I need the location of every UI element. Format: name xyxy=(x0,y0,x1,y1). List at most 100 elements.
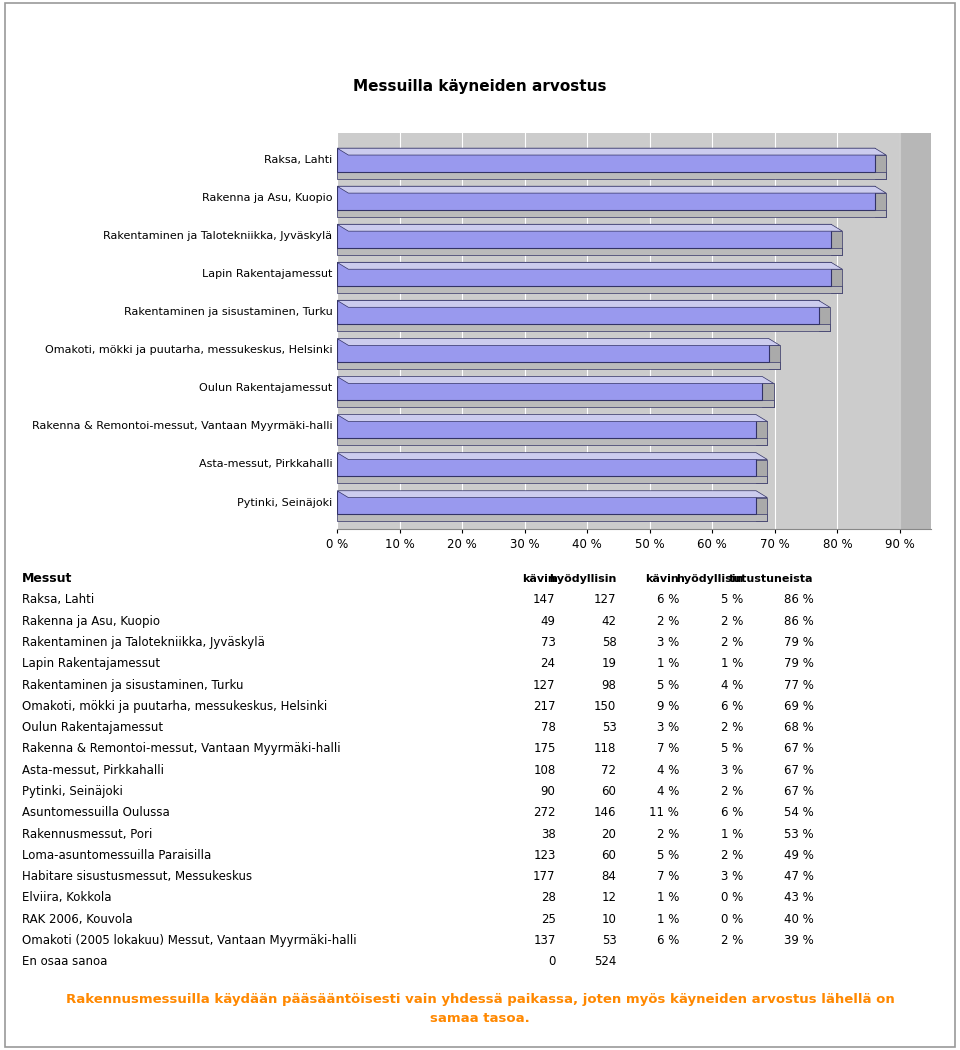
Bar xyxy=(337,453,756,477)
Bar xyxy=(337,248,843,255)
Text: 118: 118 xyxy=(594,742,616,755)
Text: 28: 28 xyxy=(540,891,556,904)
Text: 217: 217 xyxy=(533,700,556,713)
Text: tutustuneista: tutustuneista xyxy=(729,573,814,584)
Text: 60: 60 xyxy=(602,848,616,862)
Text: 6 %: 6 % xyxy=(721,806,744,819)
Text: Omakoti, mökki ja puutarha, messukeskus, Helsinki: Omakoti, mökki ja puutarha, messukeskus,… xyxy=(22,700,327,713)
Text: Lapin Rakentajamessut: Lapin Rakentajamessut xyxy=(202,269,332,279)
Polygon shape xyxy=(337,338,780,345)
Polygon shape xyxy=(337,262,843,269)
Text: 68 %: 68 % xyxy=(784,721,814,734)
Polygon shape xyxy=(337,148,886,155)
Text: 11 %: 11 % xyxy=(649,806,679,819)
Text: 2 %: 2 % xyxy=(721,848,744,862)
Text: kävin: kävin xyxy=(645,573,679,584)
Text: 20: 20 xyxy=(602,827,616,840)
Text: 7 %: 7 % xyxy=(657,870,679,883)
Text: 78: 78 xyxy=(540,721,556,734)
Bar xyxy=(337,377,762,400)
Bar xyxy=(337,338,769,362)
Text: 150: 150 xyxy=(594,700,616,713)
Text: 12: 12 xyxy=(601,891,616,904)
Text: 3 %: 3 % xyxy=(657,636,679,649)
Text: 9 %: 9 % xyxy=(657,700,679,713)
Text: 53: 53 xyxy=(602,721,616,734)
Bar xyxy=(337,400,774,407)
Bar xyxy=(337,148,875,172)
Text: 0 %: 0 % xyxy=(721,912,744,926)
Polygon shape xyxy=(337,490,767,498)
Text: Messuilla käyneiden arvostus: Messuilla käyneiden arvostus xyxy=(353,80,607,94)
Text: Oulun Rakentajamessut: Oulun Rakentajamessut xyxy=(199,383,332,394)
Text: 108: 108 xyxy=(534,763,556,777)
Text: 39 %: 39 % xyxy=(784,933,814,947)
Text: Rakennusmessuilla käydään pääsääntöisesti vain yhdessä paikassa, joten myös käyn: Rakennusmessuilla käydään pääsääntöisest… xyxy=(65,992,895,1025)
Bar xyxy=(875,155,886,179)
Text: 4 %: 4 % xyxy=(657,785,679,798)
Text: 123: 123 xyxy=(533,848,556,862)
Text: 40 %: 40 % xyxy=(784,912,814,926)
Text: kävin: kävin xyxy=(522,573,556,584)
Text: 6 %: 6 % xyxy=(657,933,679,947)
Text: 53 %: 53 % xyxy=(784,827,814,840)
Text: 98: 98 xyxy=(602,678,616,692)
Text: 10: 10 xyxy=(602,912,616,926)
Text: Rakentaminen ja Talotekniikka, Jyväskylä: Rakentaminen ja Talotekniikka, Jyväskylä xyxy=(22,636,265,649)
Text: 2 %: 2 % xyxy=(657,614,679,628)
Bar xyxy=(337,300,819,324)
Bar xyxy=(337,514,767,521)
Text: 146: 146 xyxy=(594,806,616,819)
Text: 2 %: 2 % xyxy=(657,827,679,840)
Bar xyxy=(337,477,767,483)
Text: 60: 60 xyxy=(602,785,616,798)
Text: 4 %: 4 % xyxy=(657,763,679,777)
Bar xyxy=(831,231,843,255)
Bar xyxy=(337,415,756,438)
Text: 0 %: 0 % xyxy=(721,891,744,904)
Text: 6 %: 6 % xyxy=(657,593,679,607)
Text: hyödyllisin: hyödyllisin xyxy=(676,573,744,584)
Text: 137: 137 xyxy=(533,933,556,947)
Text: 3 %: 3 % xyxy=(721,870,744,883)
Bar xyxy=(337,172,886,179)
Text: 3 %: 3 % xyxy=(657,721,679,734)
Text: 79 %: 79 % xyxy=(783,636,814,649)
Text: 2 %: 2 % xyxy=(721,614,744,628)
Bar xyxy=(337,286,843,293)
Text: Habitare sisustusmessut, Messukeskus: Habitare sisustusmessut, Messukeskus xyxy=(22,870,252,883)
Text: 67 %: 67 % xyxy=(783,785,814,798)
Text: Rakenna ja Asu, Kuopio: Rakenna ja Asu, Kuopio xyxy=(202,193,332,203)
Polygon shape xyxy=(337,415,767,421)
Text: Elviira, Kokkola: Elviira, Kokkola xyxy=(22,891,111,904)
Text: 49: 49 xyxy=(540,614,556,628)
Text: Rakentaminen ja sisustaminen, Turku: Rakentaminen ja sisustaminen, Turku xyxy=(124,308,332,317)
Text: Messut: Messut xyxy=(396,12,564,54)
Text: Messut: Messut xyxy=(22,572,72,585)
Text: 2 %: 2 % xyxy=(721,785,744,798)
Text: Lapin Rakentajamessut: Lapin Rakentajamessut xyxy=(22,657,160,670)
Bar xyxy=(337,324,829,331)
Text: Pytinki, Seinäjoki: Pytinki, Seinäjoki xyxy=(237,498,332,507)
Text: 79 %: 79 % xyxy=(783,657,814,670)
Text: 1 %: 1 % xyxy=(721,657,744,670)
Text: 73: 73 xyxy=(540,636,556,649)
Bar xyxy=(337,186,875,210)
Text: 127: 127 xyxy=(533,678,556,692)
Text: Rakentaminen ja Talotekniikka, Jyväskylä: Rakentaminen ja Talotekniikka, Jyväskylä xyxy=(104,231,332,242)
Text: 49 %: 49 % xyxy=(783,848,814,862)
Text: 19: 19 xyxy=(601,657,616,670)
Text: 38: 38 xyxy=(540,827,556,840)
Text: 67 %: 67 % xyxy=(783,742,814,755)
Text: 69 %: 69 % xyxy=(783,700,814,713)
Text: 90: 90 xyxy=(540,785,556,798)
Text: 147: 147 xyxy=(533,593,556,607)
Bar xyxy=(831,269,843,293)
Text: Raksa, Lahti: Raksa, Lahti xyxy=(264,155,332,165)
Text: 2 %: 2 % xyxy=(721,636,744,649)
Text: 5 %: 5 % xyxy=(721,742,744,755)
Polygon shape xyxy=(337,377,774,383)
Bar xyxy=(337,362,780,369)
Text: 42: 42 xyxy=(601,614,616,628)
Bar xyxy=(756,498,767,521)
